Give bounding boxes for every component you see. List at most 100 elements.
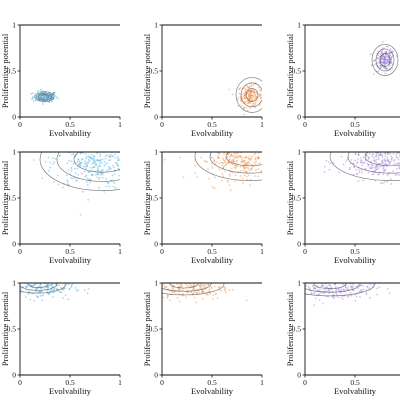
data-point	[75, 179, 78, 182]
data-point	[382, 167, 385, 170]
data-point	[96, 167, 99, 170]
data-point	[242, 156, 245, 159]
data-point	[381, 51, 384, 54]
data-point	[58, 290, 61, 293]
data-point	[32, 96, 34, 98]
data-point	[313, 292, 316, 295]
data-point	[43, 97, 46, 99]
x-tick-label: 0.5	[350, 247, 360, 256]
data-point	[101, 173, 104, 176]
data-point	[376, 56, 379, 59]
data-point	[371, 155, 374, 158]
data-point	[94, 163, 97, 166]
y-axis-label: Proliferative potential	[285, 291, 295, 366]
panel-4: 0 0.5 1 0 0.5 1 Evolvability Proliferative pote…	[0, 148, 122, 265]
data-point	[41, 94, 44, 97]
data-point	[247, 102, 250, 105]
data-point	[74, 287, 77, 289]
data-point	[33, 299, 35, 302]
contour-line	[245, 88, 259, 102]
data-point	[223, 159, 226, 162]
data-point	[332, 296, 335, 298]
data-point	[72, 177, 75, 180]
data-point	[245, 155, 247, 158]
data-point	[244, 101, 247, 104]
data-point	[248, 160, 251, 163]
data-point	[382, 62, 385, 65]
data-point	[218, 152, 220, 155]
data-point	[307, 285, 310, 288]
data-point	[252, 102, 254, 105]
data-point	[335, 293, 338, 295]
data-point	[24, 285, 27, 288]
data-point	[229, 175, 232, 177]
data-point	[233, 160, 235, 163]
data-point	[332, 293, 335, 296]
y-tick-label: 1	[12, 21, 16, 30]
data-point	[41, 177, 44, 180]
data-point	[63, 283, 66, 286]
data-point	[362, 162, 365, 165]
data-point	[355, 173, 358, 176]
data-point	[250, 98, 253, 101]
data-point	[379, 65, 382, 68]
contour-line	[38, 92, 52, 101]
data-point	[95, 163, 98, 166]
data-point	[86, 165, 89, 168]
data-point	[232, 171, 234, 174]
data-point	[373, 59, 376, 62]
data-point	[41, 299, 44, 302]
data-point	[340, 155, 343, 158]
data-point	[244, 88, 247, 91]
data-point	[392, 50, 394, 53]
data-point	[236, 159, 238, 162]
data-point	[109, 168, 112, 170]
data-point	[45, 96, 48, 98]
data-point	[37, 97, 40, 100]
data-point	[235, 165, 238, 168]
data-point	[327, 160, 330, 163]
data-point	[313, 287, 316, 289]
x-tick-label: 0	[18, 120, 22, 129]
data-point	[49, 290, 52, 293]
data-point	[254, 156, 257, 158]
data-point	[112, 164, 114, 167]
data-point	[384, 67, 387, 70]
data-point	[208, 288, 211, 291]
data-point	[383, 59, 385, 61]
data-point	[72, 152, 75, 155]
data-point	[247, 167, 250, 170]
data-point	[373, 156, 375, 159]
data-point	[32, 284, 35, 287]
data-point	[238, 92, 241, 95]
data-point	[220, 161, 223, 164]
data-point	[375, 168, 378, 171]
data-point	[48, 292, 50, 295]
data-point	[70, 177, 72, 179]
data-point	[377, 70, 380, 73]
data-point	[105, 161, 108, 164]
data-point	[247, 166, 249, 169]
data-point	[260, 170, 262, 173]
data-point	[374, 179, 377, 182]
data-point	[33, 283, 36, 286]
data-point	[116, 159, 119, 162]
data-point	[377, 167, 380, 170]
data-point	[389, 58, 392, 60]
data-point	[236, 165, 239, 168]
data-point	[101, 169, 103, 172]
data-point	[353, 165, 355, 168]
data-point	[230, 154, 233, 157]
data-point	[35, 287, 37, 290]
data-point	[238, 87, 241, 90]
data-point	[198, 285, 201, 288]
data-point	[85, 157, 87, 160]
data-point	[231, 93, 234, 96]
data-point	[216, 161, 218, 163]
data-point	[200, 284, 203, 287]
data-point	[312, 287, 315, 289]
data-point	[390, 158, 393, 160]
data-point	[389, 62, 392, 65]
data-point	[201, 289, 204, 292]
data-point	[31, 97, 34, 100]
